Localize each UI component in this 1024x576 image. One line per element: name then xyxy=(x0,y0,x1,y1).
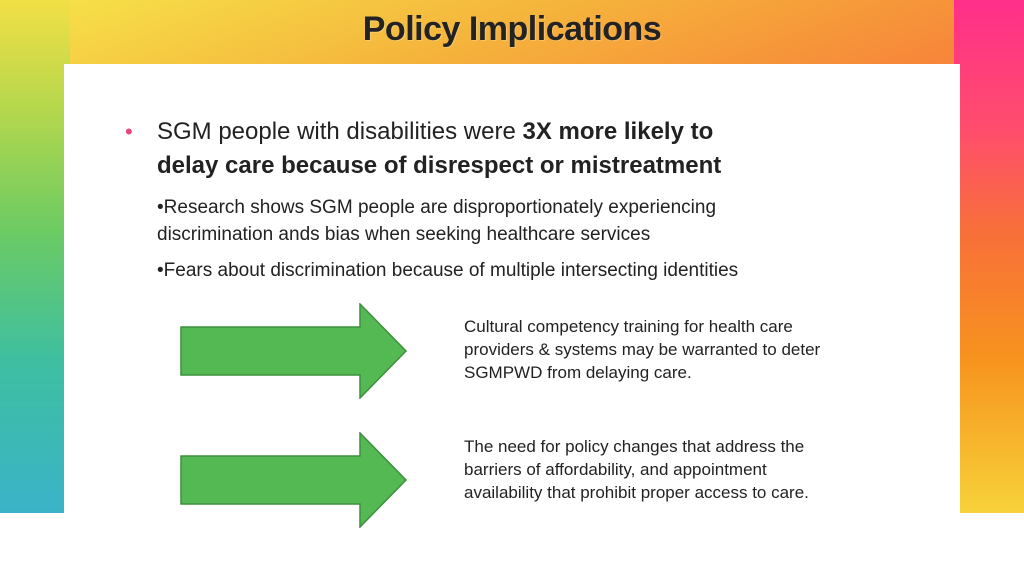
main-bullet-plain: SGM people with disabilities were xyxy=(157,118,523,145)
content-panel xyxy=(64,64,960,513)
gradient-right-band xyxy=(954,0,1024,513)
bullet-dot-icon: • xyxy=(125,119,133,144)
sub-bullet-fears: •Fears about discrimination because of m… xyxy=(157,260,739,281)
arrow-shape-2 xyxy=(180,432,408,528)
main-bullet-bold-2: delay care because of disrespect or mist… xyxy=(157,152,722,179)
implication-training: Cultural competency training for health … xyxy=(464,317,821,382)
slide-title: Policy Implications xyxy=(362,10,662,48)
implication-policy-changes: The need for policy changes that address… xyxy=(464,437,809,502)
arrow-shape-1 xyxy=(180,303,408,399)
right-arrow-icon xyxy=(180,303,408,399)
main-bullet: SGM people with disabilities were 3X mor… xyxy=(157,115,857,183)
right-arrow-icon xyxy=(180,432,408,528)
main-bullet-bold-1: 3X more likely to xyxy=(522,118,714,145)
gradient-left-band xyxy=(0,0,70,513)
sub-bullet-research: •Research shows SGM people are dispropor… xyxy=(157,197,717,245)
